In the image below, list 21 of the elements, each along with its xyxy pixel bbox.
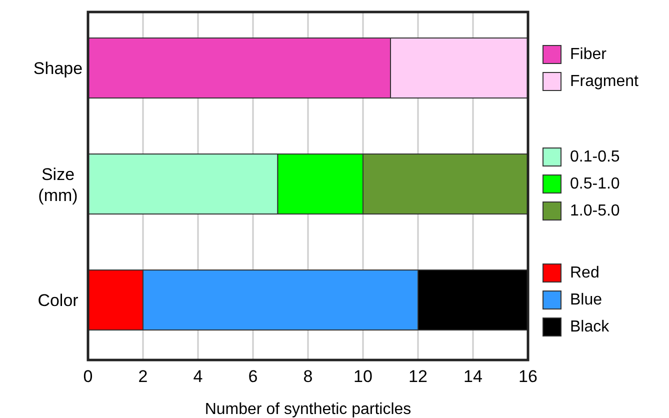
x-tick-label: 12	[408, 367, 428, 386]
y-tick-label: Color	[38, 291, 79, 310]
x-axis-title: Number of synthetic particles	[204, 401, 412, 418]
y-tick-label: Shape	[33, 59, 83, 78]
legend-label: Blue	[570, 292, 602, 308]
legend-label: 0.5-1.0	[570, 176, 620, 192]
legend-label: Red	[570, 264, 600, 282]
legend-label: Fragment	[570, 73, 640, 90]
x-tick-label: 6	[248, 367, 258, 386]
x-tick-label: 2	[138, 367, 148, 386]
legend-label: Black	[570, 318, 610, 336]
x-tick-label: 10	[354, 367, 372, 386]
legend-label: 1.0-5.0	[570, 202, 620, 220]
y-tick-label: Size (mm)	[38, 165, 78, 205]
x-tick-label: 4	[193, 367, 203, 386]
legend-label: Fiber	[570, 46, 608, 63]
x-tick-label: 8	[303, 367, 313, 386]
x-tick-label: 0	[83, 367, 93, 386]
x-tick-label: 16	[518, 367, 538, 386]
x-tick-label: 14	[464, 367, 482, 386]
legend-label: 0.1-0.5	[570, 148, 620, 166]
